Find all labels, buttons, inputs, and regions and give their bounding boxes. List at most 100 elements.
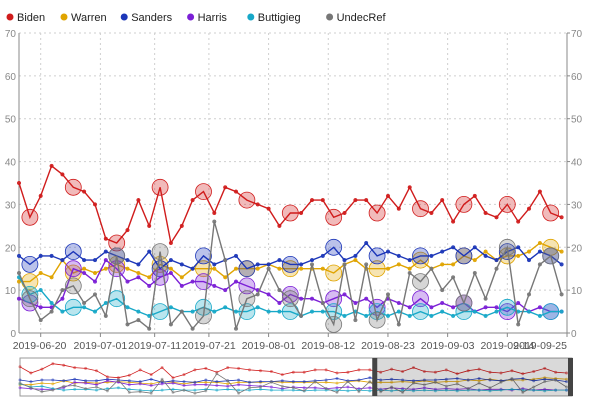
data-point-biden[interactable] — [64, 178, 82, 196]
data-point-undecref[interactable] — [526, 292, 532, 297]
data-point-biden[interactable] — [368, 204, 386, 222]
legend-item-sanders[interactable]: Sanders — [120, 12, 173, 24]
data-point-buttigieg[interactable] — [407, 313, 412, 318]
data-point-warren[interactable] — [136, 270, 141, 276]
data-point-biden[interactable] — [537, 189, 542, 194]
range-navigator[interactable] — [18, 357, 574, 397]
data-point-harris[interactable] — [309, 296, 315, 301]
data-point-harris[interactable] — [190, 279, 195, 284]
data-point-buttigieg[interactable] — [277, 309, 282, 314]
data-point-sanders[interactable] — [472, 245, 477, 250]
data-point-sanders[interactable] — [516, 245, 521, 250]
data-point-buttigieg[interactable] — [498, 298, 516, 316]
data-point-sanders[interactable] — [483, 253, 488, 258]
data-point-undecref[interactable] — [368, 311, 386, 329]
data-point-warren[interactable] — [353, 258, 358, 263]
data-point-buttigieg[interactable] — [38, 288, 43, 293]
data-point-biden[interactable] — [223, 185, 228, 190]
data-point-sanders[interactable] — [320, 253, 325, 258]
data-point-undecref[interactable] — [342, 262, 347, 267]
data-point-sanders[interactable] — [233, 253, 239, 258]
legend-item-biden[interactable]: Biden — [6, 12, 46, 24]
data-point-undecref[interactable] — [429, 266, 434, 271]
data-point-biden[interactable] — [60, 172, 65, 177]
data-point-harris[interactable] — [299, 296, 304, 301]
data-point-harris[interactable] — [364, 296, 369, 301]
data-point-warren[interactable] — [92, 270, 98, 276]
data-point-warren[interactable] — [147, 275, 152, 280]
data-point-buttigieg[interactable] — [125, 305, 130, 310]
data-point-warren[interactable] — [82, 266, 87, 271]
data-point-biden[interactable] — [429, 210, 434, 216]
data-point-harris[interactable] — [64, 260, 82, 278]
data-point-sanders[interactable] — [49, 253, 54, 258]
data-point-biden[interactable] — [320, 198, 325, 203]
data-point-warren[interactable] — [233, 266, 239, 271]
data-point-undecref[interactable] — [49, 309, 54, 314]
legend-item-harris[interactable]: Harris — [187, 12, 227, 24]
data-point-biden[interactable] — [233, 189, 239, 194]
data-point-harris[interactable] — [233, 279, 239, 284]
data-point-undecref[interactable] — [16, 270, 22, 276]
data-point-undecref[interactable] — [168, 322, 173, 327]
data-point-undecref[interactable] — [238, 290, 256, 308]
data-point-biden[interactable] — [103, 236, 108, 241]
data-point-buttigieg[interactable] — [526, 309, 532, 314]
data-point-buttigieg[interactable] — [385, 313, 391, 318]
data-point-sanders[interactable] — [342, 258, 347, 263]
data-point-harris[interactable] — [451, 305, 456, 310]
navigator-selection[interactable] — [375, 358, 572, 396]
data-point-harris[interactable] — [494, 305, 499, 310]
data-point-sanders[interactable] — [147, 249, 152, 254]
data-point-warren[interactable] — [277, 266, 282, 271]
data-point-warren[interactable] — [396, 262, 401, 267]
data-point-undecref[interactable] — [103, 313, 108, 318]
data-point-undecref[interactable] — [92, 292, 98, 297]
data-point-warren[interactable] — [255, 266, 260, 271]
data-point-undecref[interactable] — [483, 296, 488, 301]
data-point-harris[interactable] — [38, 305, 43, 310]
data-point-sanders[interactable] — [64, 243, 82, 261]
data-point-buttigieg[interactable] — [494, 309, 499, 314]
data-point-harris[interactable] — [238, 277, 256, 295]
data-point-biden[interactable] — [108, 234, 126, 252]
data-point-warren[interactable] — [320, 266, 325, 271]
data-point-biden[interactable] — [342, 210, 347, 216]
data-point-sanders[interactable] — [190, 266, 195, 271]
data-point-biden[interactable] — [407, 185, 412, 190]
data-point-biden[interactable] — [255, 202, 260, 207]
data-point-harris[interactable] — [353, 300, 358, 306]
data-point-undecref[interactable] — [494, 266, 499, 271]
data-point-biden[interactable] — [483, 210, 488, 216]
data-point-undecref[interactable] — [233, 326, 239, 331]
data-point-warren[interactable] — [385, 266, 391, 271]
data-point-sanders[interactable] — [309, 258, 315, 263]
data-point-undecref[interactable] — [195, 307, 212, 325]
data-point-harris[interactable] — [147, 283, 152, 288]
data-point-sanders[interactable] — [407, 258, 412, 263]
data-point-biden[interactable] — [16, 180, 22, 186]
data-point-buttigieg[interactable] — [49, 300, 54, 306]
data-point-biden[interactable] — [498, 195, 516, 213]
data-point-undecref[interactable] — [537, 262, 542, 267]
data-point-sanders[interactable] — [277, 258, 282, 263]
data-point-warren[interactable] — [179, 275, 184, 280]
data-point-undecref[interactable] — [281, 290, 299, 308]
data-point-undecref[interactable] — [353, 318, 358, 323]
data-point-undecref[interactable] — [542, 247, 560, 265]
data-point-undecref[interactable] — [440, 288, 445, 293]
data-point-biden[interactable] — [125, 228, 130, 233]
data-point-sanders[interactable] — [38, 253, 43, 258]
data-point-undecref[interactable] — [125, 322, 130, 327]
data-point-biden[interactable] — [82, 189, 87, 194]
data-point-biden[interactable] — [455, 195, 473, 213]
data-point-biden[interactable] — [281, 204, 299, 222]
data-point-undecref[interactable] — [38, 318, 43, 323]
data-point-buttigieg[interactable] — [82, 305, 87, 310]
data-point-buttigieg[interactable] — [429, 313, 434, 318]
data-point-sanders[interactable] — [195, 247, 212, 265]
data-point-buttigieg[interactable] — [440, 309, 445, 314]
data-point-buttigieg[interactable] — [60, 309, 65, 314]
data-point-harris[interactable] — [407, 305, 412, 310]
data-point-undecref[interactable] — [320, 300, 325, 306]
